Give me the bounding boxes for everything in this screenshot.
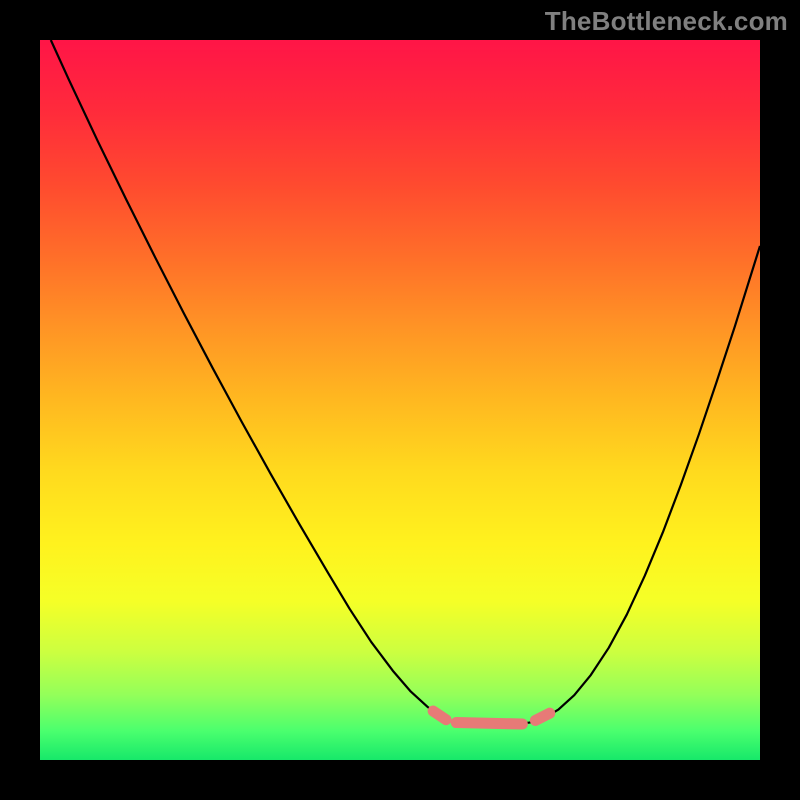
plot-background bbox=[40, 40, 760, 760]
highlight-segment bbox=[535, 713, 549, 720]
bottleneck-chart: TheBottleneck.com bbox=[0, 0, 800, 800]
chart-svg bbox=[0, 0, 800, 800]
highlight-segment bbox=[456, 723, 522, 724]
watermark-text: TheBottleneck.com bbox=[545, 6, 788, 37]
highlight-segment bbox=[433, 711, 446, 720]
